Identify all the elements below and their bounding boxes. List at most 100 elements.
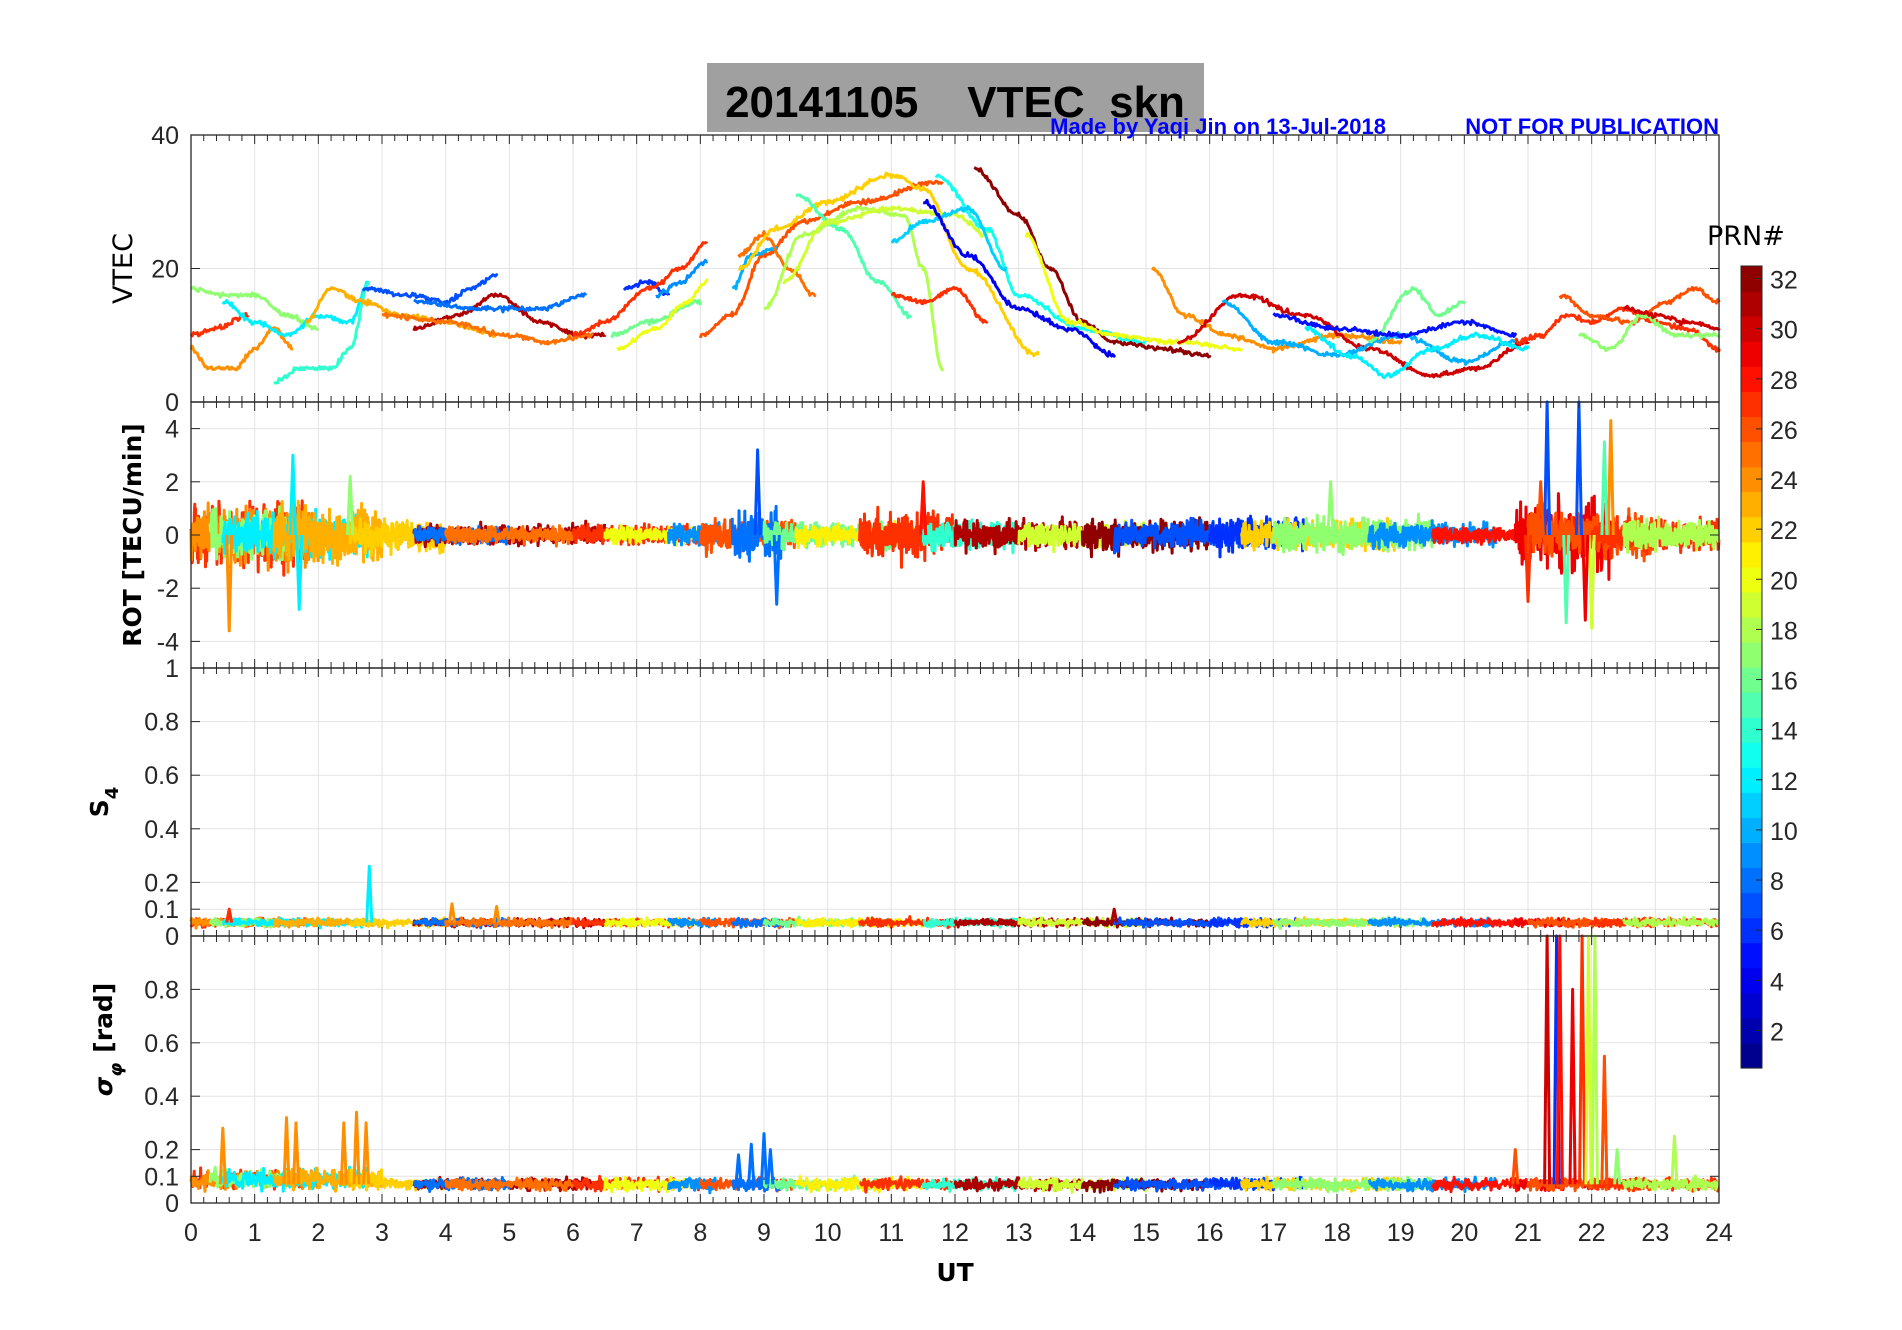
colorbar-swatch-prn-17 [1741, 641, 1762, 668]
y-label-sub: φ [106, 1063, 127, 1077]
vtec-arc-prn-25 [737, 230, 817, 298]
colorbar-tick-label: 18 [1770, 617, 1798, 645]
colorbar-swatch-prn-29 [1741, 341, 1762, 367]
x-tick-label: 12 [941, 1219, 969, 1247]
colorbar-swatch-prn-20 [1741, 566, 1762, 593]
x-tick-label: 14 [1068, 1219, 1096, 1247]
colorbar-swatch-prn-21 [1741, 541, 1762, 568]
sigma_phi-spike-prn-29 [1568, 987, 1577, 1185]
x-tick-label: 16 [1196, 1219, 1224, 1247]
y-tick-label: 0.6 [144, 1030, 179, 1058]
sigma_phi-spike-prn-30 [1543, 934, 1552, 1185]
y-tick-label: -4 [157, 628, 179, 656]
vtec-arc-prn-30 [1176, 292, 1530, 379]
colorbar-swatch-prn-26 [1741, 416, 1762, 443]
sigma_phi-spike-prn-26 [1600, 1054, 1609, 1185]
colorbar-swatch-prn-31 [1741, 291, 1762, 317]
x-tick-label: 11 [878, 1219, 904, 1247]
colorbar-swatch-prn-11 [1741, 792, 1762, 818]
rot-spike-prn-27 [1524, 534, 1532, 603]
rot-trace-prn-18 [1622, 515, 1721, 554]
colorbar-swatch-prn-24 [1741, 466, 1762, 493]
sigma_phi-spike-prn-8 [760, 1132, 768, 1185]
x-tick-label: 23 [1641, 1219, 1669, 1247]
s4-trace-prn-25 [444, 916, 575, 929]
x-axis-label: UT [936, 1258, 973, 1287]
colorbar-tick-label: 6 [1770, 918, 1784, 946]
s4-spike-prn-27 [225, 907, 234, 923]
rot-spike-prn-26 [1536, 480, 1545, 536]
x-tick-label: 2 [311, 1219, 325, 1247]
colorbar-swatch-prn-3 [1741, 992, 1762, 1019]
vtec-arc-prn-16 [1367, 286, 1466, 344]
x-tick-label: 0 [184, 1219, 198, 1247]
y-tick-label: 1 [165, 655, 179, 683]
vtec-arc-prn-4 [922, 198, 1116, 358]
y-tick-label: 0.4 [144, 816, 179, 844]
x-tick-label: 4 [439, 1219, 453, 1247]
y-label-sub: 4 [102, 787, 123, 800]
colorbar-swatch-prn-8 [1741, 867, 1762, 894]
x-tick-label: 22 [1578, 1219, 1606, 1247]
x-tick-label: 20 [1450, 1219, 1478, 1247]
sigma_phi-spike-prn-24 [339, 1121, 348, 1185]
x-tick-label: 10 [814, 1219, 842, 1247]
vtec-arc-prn-27 [572, 240, 709, 337]
s4-spike-prn-12 [365, 864, 374, 923]
colorbar-swatch-prn-16 [1741, 667, 1762, 693]
y-tick-label: 0.6 [144, 762, 179, 790]
vtec-arc-prn-20 [1024, 231, 1243, 352]
s4-trace-prn-28 [1431, 916, 1529, 929]
vtec-arc-prn-30 [1622, 304, 1721, 331]
x-tick-label: 21 [1514, 1219, 1542, 1247]
notice-text: NOT FOR PUBLICATION [1465, 114, 1719, 139]
rot-trace-prn-28 [1431, 526, 1530, 546]
sigma_phi-spike-prn-18 [1670, 1134, 1679, 1185]
x-tick-label: 6 [566, 1219, 580, 1247]
y-tick-label: 4 [165, 416, 179, 444]
colorbar-swatch-prn-4 [1741, 967, 1762, 994]
rot-spike-prn-29 [1581, 534, 1590, 622]
sigma_phi-spike-prn-19 [1584, 934, 1593, 1185]
credit-text: Made by Yaqi Jin on 13-Jul-2018 [1050, 114, 1386, 139]
x-tick-label: 18 [1323, 1219, 1351, 1247]
colorbar-swatch-prn-22 [1741, 516, 1762, 543]
x-tick-label: 19 [1387, 1219, 1415, 1247]
colorbar-tick-label: 10 [1770, 818, 1798, 846]
y-tick-label: 0 [165, 923, 179, 951]
colorbar-tick-label: 16 [1770, 668, 1798, 696]
x-tick-label: 13 [1005, 1219, 1033, 1247]
colorbar-tick-label: 4 [1770, 968, 1784, 996]
colorbar-tick-label: 32 [1770, 267, 1798, 295]
rot-spike-prn-12 [288, 453, 297, 536]
vtec-arc-prn-22 [738, 171, 1040, 358]
vtec-arc-prn-8 [413, 292, 588, 314]
rot-spike-prn-24 [1606, 419, 1615, 536]
colorbar-swatch-prn-18 [1741, 616, 1762, 643]
sigma_phi-spike-prn-24 [362, 1121, 371, 1185]
sigma_phi-trace-prn-20 [603, 1175, 702, 1194]
colorbar-swatch-prn-5 [1741, 942, 1762, 969]
sigma_phi-spike-prn-8 [766, 1148, 775, 1185]
sigma_phi-spike-prn-24 [282, 1116, 291, 1185]
colorbar-swatch-prn-14 [1741, 717, 1762, 743]
colorbar-swatch-prn-2 [1741, 1017, 1762, 1044]
vtec-arc-prn-18 [763, 205, 944, 372]
s4-trace-prn-18 [1622, 915, 1720, 928]
y-tick-label: 0 [165, 389, 179, 417]
s4-spike-prn-24 [492, 905, 501, 923]
colorbar-swatch-prn-7 [1741, 892, 1762, 919]
colorbar-tick-label: 26 [1770, 417, 1798, 445]
x-tick-label: 24 [1705, 1219, 1733, 1247]
colorbar-swatch-prn-9 [1741, 842, 1762, 869]
colorbar-tick-label: 12 [1770, 768, 1798, 796]
vtec-arc-prn-27 [890, 285, 989, 324]
vtec-arc-prn-7 [361, 273, 499, 305]
vtec-arc-prn-16 [610, 298, 702, 339]
colorbar-frame [1740, 265, 1763, 1069]
vtec-arc-prn-27 [1514, 306, 1721, 353]
rot-trace-prn-17 [1271, 512, 1434, 557]
s4-trace-prn-9 [1367, 916, 1497, 929]
y-axis-label: S4 [85, 787, 123, 818]
